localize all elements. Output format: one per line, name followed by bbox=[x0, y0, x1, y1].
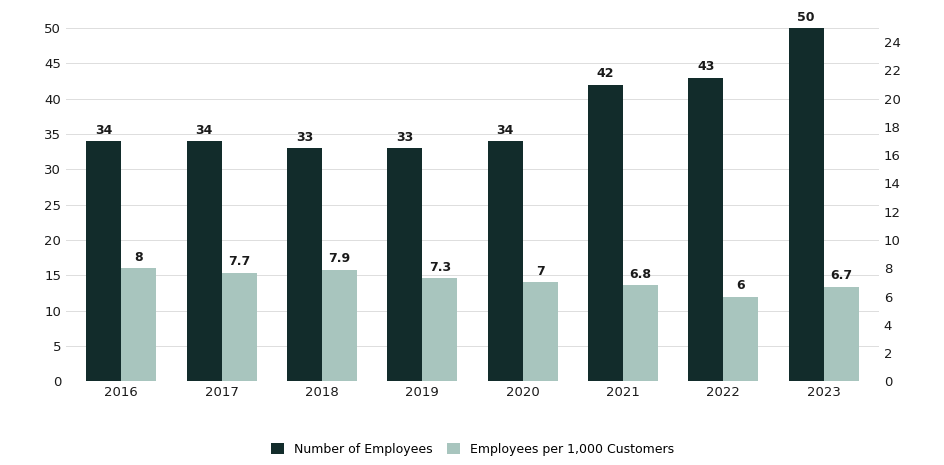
Text: 33: 33 bbox=[295, 131, 312, 144]
Bar bbox=[687, 78, 722, 381]
Bar bbox=[622, 285, 657, 381]
Text: 6: 6 bbox=[735, 279, 745, 292]
Text: 43: 43 bbox=[697, 60, 714, 73]
Text: 34: 34 bbox=[496, 124, 514, 137]
Bar bbox=[222, 272, 257, 381]
Bar bbox=[86, 141, 121, 381]
Text: 34: 34 bbox=[195, 124, 212, 137]
Text: 42: 42 bbox=[596, 67, 614, 80]
Bar bbox=[587, 85, 622, 381]
Text: 50: 50 bbox=[797, 11, 814, 24]
Bar bbox=[287, 148, 322, 381]
Bar bbox=[522, 282, 557, 381]
Text: 6.7: 6.7 bbox=[829, 269, 851, 282]
Bar bbox=[722, 297, 758, 381]
Bar bbox=[787, 28, 823, 381]
Text: 8: 8 bbox=[134, 251, 143, 264]
Text: 7.3: 7.3 bbox=[429, 261, 450, 274]
Bar bbox=[322, 270, 357, 381]
Bar bbox=[186, 141, 222, 381]
Text: 34: 34 bbox=[95, 124, 112, 137]
Text: 7.9: 7.9 bbox=[329, 252, 350, 266]
Bar bbox=[487, 141, 522, 381]
Bar bbox=[387, 148, 422, 381]
Text: 7: 7 bbox=[535, 265, 544, 278]
Bar bbox=[823, 286, 858, 381]
Legend: Number of Employees, Employees per 1,000 Customers: Number of Employees, Employees per 1,000… bbox=[271, 443, 673, 456]
Text: 7.7: 7.7 bbox=[228, 255, 250, 268]
Bar bbox=[422, 278, 457, 381]
Text: 6.8: 6.8 bbox=[629, 268, 650, 281]
Bar bbox=[121, 268, 157, 381]
Text: 33: 33 bbox=[396, 131, 413, 144]
